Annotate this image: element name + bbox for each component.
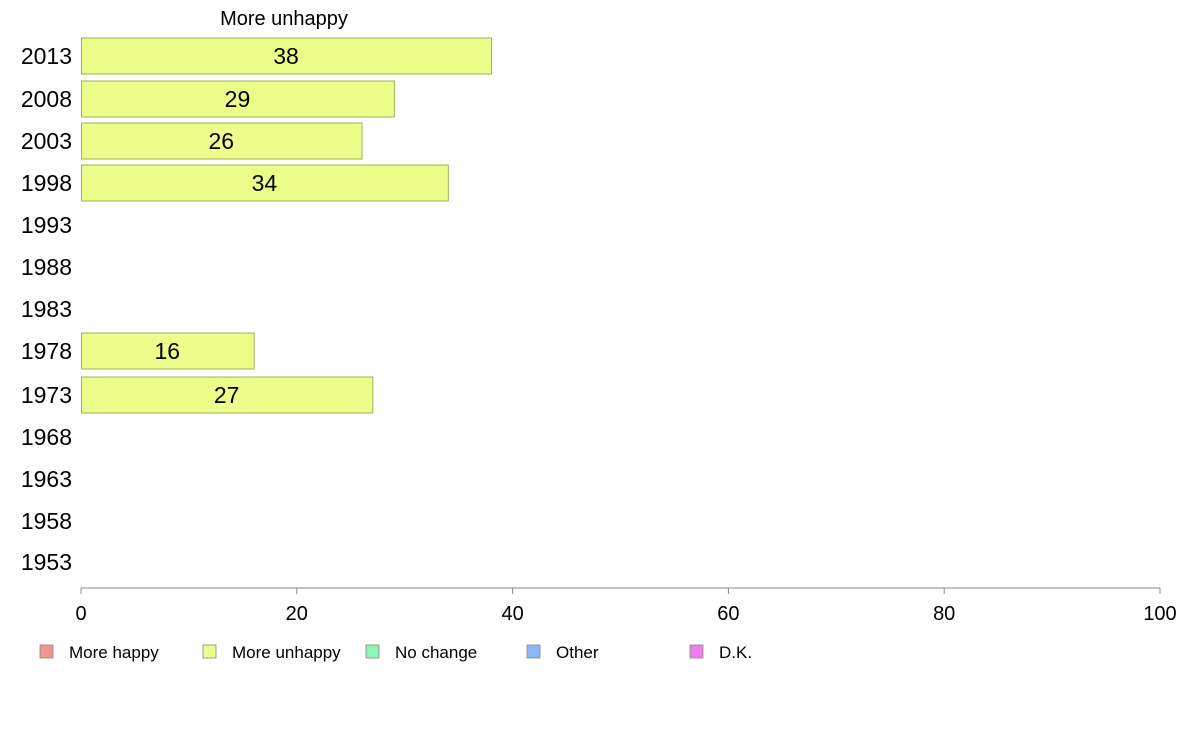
y-tick-label-1978: 1978 bbox=[21, 338, 72, 364]
legend-swatch-5 bbox=[689, 644, 704, 659]
bars-group: 38 29 26 34 16 27 bbox=[81, 37, 493, 414]
legend-label-2: More unhappy bbox=[232, 643, 341, 662]
y-tick-label-1993: 1993 bbox=[21, 212, 72, 238]
data-label-2003: 26 bbox=[208, 128, 234, 154]
data-label-2008: 29 bbox=[225, 86, 251, 112]
data-label-2013: 38 bbox=[273, 43, 299, 69]
x-tick-label-0: 0 bbox=[75, 603, 86, 625]
y-tick-label-1998: 1998 bbox=[21, 170, 72, 196]
bar-2013 bbox=[81, 37, 493, 75]
legend-swatch-2 bbox=[202, 644, 217, 659]
legend: More happy More unhappy No change Other D.K. bbox=[39, 643, 752, 662]
legend-swatch-4 bbox=[526, 644, 541, 659]
legend-label-4: Other bbox=[556, 643, 599, 662]
bar-1973 bbox=[81, 376, 374, 414]
y-tick-label-1968: 1968 bbox=[21, 424, 72, 450]
chart-title: More unhappy bbox=[220, 8, 348, 30]
y-tick-label-1963: 1963 bbox=[21, 466, 72, 492]
data-label-1998: 34 bbox=[252, 170, 278, 196]
bar-1998 bbox=[81, 164, 449, 202]
x-axis: 0 20 40 60 80 100 bbox=[75, 587, 1177, 625]
data-label-1973: 27 bbox=[214, 382, 240, 408]
legend-label-3: No change bbox=[395, 643, 477, 662]
bar-2008 bbox=[81, 80, 395, 118]
legend-swatch-1 bbox=[39, 644, 54, 659]
y-tick-label-1958: 1958 bbox=[21, 508, 72, 534]
bar-1978 bbox=[81, 332, 255, 370]
y-axis-labels: 2013 2008 2003 1998 1993 1988 1983 1978 1973 1968… bbox=[21, 43, 72, 575]
legend-label-5: D.K. bbox=[719, 643, 752, 662]
legend-label-1: More happy bbox=[69, 643, 159, 662]
x-tick-label-60: 60 bbox=[717, 603, 739, 625]
y-tick-label-2008: 2008 bbox=[21, 86, 72, 112]
y-tick-label-1983: 1983 bbox=[21, 296, 72, 322]
y-tick-label-2013: 2013 bbox=[21, 43, 72, 69]
y-tick-label-1973: 1973 bbox=[21, 382, 72, 408]
bar-2003 bbox=[81, 122, 363, 160]
y-tick-label-1953: 1953 bbox=[21, 549, 72, 575]
x-tick-label-80: 80 bbox=[933, 603, 955, 625]
x-tick-label-20: 20 bbox=[286, 603, 308, 625]
x-tick-label-100: 100 bbox=[1143, 603, 1176, 625]
y-tick-label-1988: 1988 bbox=[21, 254, 72, 280]
legend-swatch-3 bbox=[365, 644, 380, 659]
x-tick-label-40: 40 bbox=[501, 603, 523, 625]
y-tick-label-2003: 2003 bbox=[21, 128, 72, 154]
data-label-1978: 16 bbox=[155, 338, 181, 364]
